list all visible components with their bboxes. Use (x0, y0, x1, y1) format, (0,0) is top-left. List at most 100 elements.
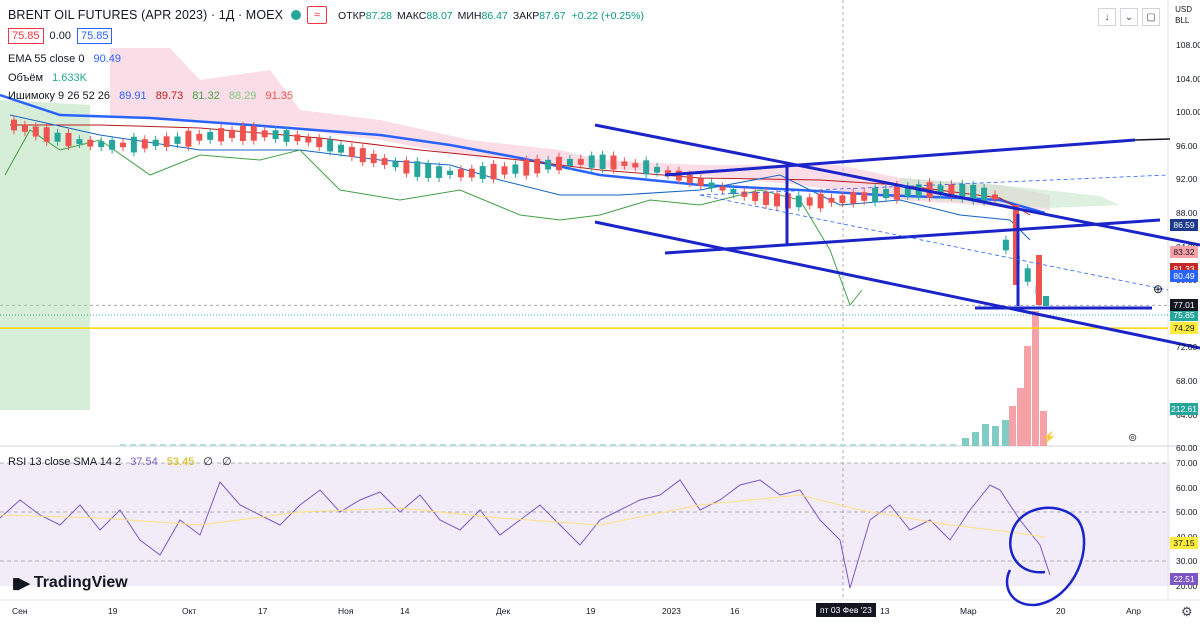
volume-bar (1017, 388, 1024, 446)
time-tick: Дек (496, 606, 511, 616)
volume-bar (340, 444, 346, 446)
candle-body (545, 159, 552, 170)
volume-bar (930, 444, 936, 446)
candle-body (381, 158, 388, 165)
volume-bar (1002, 420, 1009, 446)
volume-bar (240, 444, 246, 446)
volume-legend[interactable]: Объём 1.633K (8, 72, 87, 84)
volume-bar (840, 444, 846, 446)
volume-bar (280, 444, 286, 446)
price-tick: 88.00 (1176, 208, 1198, 218)
candle-body (403, 160, 410, 174)
volume-bar (610, 444, 616, 446)
volume-bar (962, 438, 969, 446)
rsi-value: 37.54 (130, 456, 158, 468)
brand-logo[interactable]: ▮▶ TradingView (12, 574, 128, 592)
volume-bar (260, 444, 266, 446)
candle-body (523, 159, 530, 176)
wave-button[interactable]: ≈ (307, 6, 328, 24)
ichimoku-value-span-b: 91.35 (265, 90, 294, 102)
volume-bar (860, 444, 866, 446)
candle-body (174, 136, 181, 144)
candle-body (130, 136, 137, 153)
volume-bar (310, 444, 316, 446)
volume-bar (570, 444, 576, 446)
volume-bar (992, 426, 999, 446)
volume-bar (370, 444, 376, 446)
ichimoku-cloud-early (0, 100, 90, 410)
volume-bar (350, 444, 356, 446)
rsi-band (0, 463, 1170, 586)
time-tick: 14 (400, 606, 410, 616)
candle-body (272, 130, 279, 140)
candle-body (828, 197, 835, 203)
candle-body (414, 161, 421, 177)
candle-body (348, 146, 355, 157)
ohlc-value: 87.67 (539, 10, 566, 22)
candle-body (556, 156, 562, 171)
lightning-icon[interactable]: ⚡ (1042, 432, 1056, 444)
volume-bar (150, 444, 156, 446)
candle-body (883, 189, 889, 199)
candle-body (610, 155, 617, 170)
rsi-sma-value: 53.45 (166, 456, 195, 468)
ichimoku-legend[interactable]: Ишимоку 9 26 52 26 89.91 89.73 81.32 88.… (8, 90, 293, 102)
currency-selector[interactable]: USD BLL (1175, 4, 1192, 26)
candle-body (120, 142, 126, 148)
volume-bar (250, 444, 256, 446)
candle-body (11, 119, 17, 131)
candle-body (207, 131, 214, 140)
ichimoku-conversion-line (9, 114, 1031, 241)
candle-body (21, 124, 28, 132)
candle-body (87, 139, 94, 147)
trend-line-lower (594, 220, 1200, 350)
candle-body (697, 178, 704, 186)
volume-bar (830, 444, 836, 446)
sell-button[interactable]: 75.85 (8, 28, 44, 44)
dashed-projection (699, 174, 1169, 196)
rsi-label: 37.15 (1170, 537, 1198, 550)
ohlc-value: 87.28 (365, 10, 393, 22)
candle-body (752, 192, 759, 201)
symbol-title[interactable]: BRENT OIL FUTURES (APR 2023) · 1Д · MOEX (8, 8, 284, 22)
candle-body (872, 187, 879, 203)
buy-button[interactable]: 75.85 (76, 28, 113, 44)
volume-bar (450, 444, 456, 446)
ichimoku-label: Ишимоку 9 26 52 26 (8, 90, 111, 102)
volume-bar (710, 444, 716, 446)
volume-bar (530, 444, 536, 446)
volume-bar (790, 444, 796, 446)
candle-body (490, 163, 497, 180)
volume-bar (300, 444, 306, 446)
volume-bar (650, 444, 656, 446)
ema-legend[interactable]: EMA 55 close 0 90.49 (8, 53, 121, 65)
volume-bar (730, 444, 736, 446)
time-tick: 16 (730, 606, 740, 616)
ichimoku-value-lagging: 81.32 (192, 90, 220, 102)
candle-body (686, 174, 693, 183)
market-status-icon (291, 10, 302, 20)
settings-badge-icon[interactable]: ⊚ (1128, 432, 1138, 444)
candle-body (730, 188, 737, 195)
gear-icon[interactable]: ⚙ (1181, 604, 1193, 619)
rsi-legend[interactable]: RSI 13 close SMA 14 2 37.54 53.45 ∅ ∅ (8, 455, 232, 468)
candle-body (43, 127, 50, 142)
ema-value: 90.49 (93, 53, 122, 65)
price-label: 77.01 (1170, 299, 1198, 312)
dropdown-icon[interactable]: ⌄ (1120, 8, 1138, 26)
candle-body (218, 128, 225, 142)
crosshair-plus-icon[interactable]: ⊕ (1153, 282, 1164, 296)
expand-icon[interactable]: ▢ (1142, 8, 1160, 26)
volume-bar (1040, 411, 1047, 446)
rsi-tick: 40.00 (1176, 532, 1197, 542)
volume-bar (170, 444, 176, 446)
hand-drawn-circle (1005, 506, 1086, 607)
volume-bar (520, 444, 526, 446)
candle-body (338, 144, 344, 153)
volume-bar (480, 444, 486, 446)
candle-body (675, 170, 682, 181)
time-tick: 17 (258, 606, 268, 616)
price-label: 80.49 (1170, 270, 1198, 283)
arrow-down-icon[interactable]: ↓ (1098, 8, 1116, 26)
